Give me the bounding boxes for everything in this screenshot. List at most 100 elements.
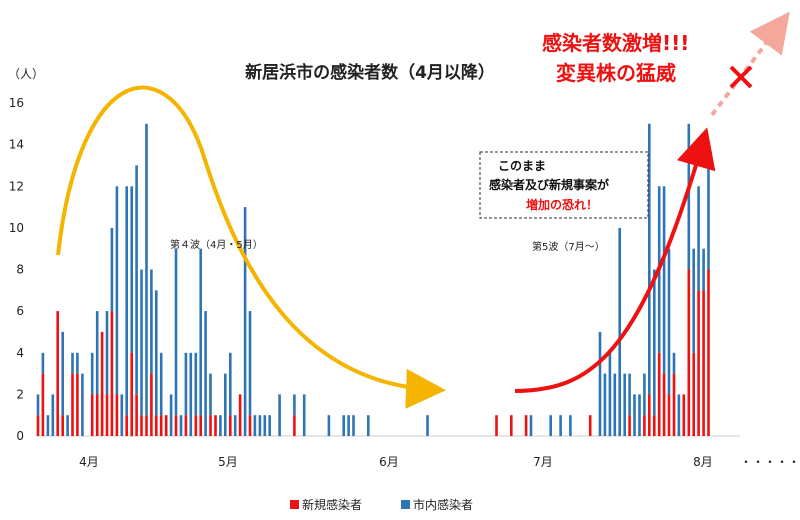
note-line2: 感染者及び新規事案が [489,177,609,192]
legend-swatch-city [401,500,410,509]
bar-city-4/25 [155,290,158,416]
y-tick-label: 16 [9,96,24,110]
bar-city-8/14 [702,248,705,291]
bar-new-4/13 [95,394,99,436]
x-tick-label: 8月 [693,455,713,469]
x-tick-label: 7月 [533,455,553,469]
bar-city-7/10 [529,415,533,436]
bar-new-8/4 [653,415,656,436]
bar-city-8/13 [697,186,700,291]
bar-new-4/23 [145,415,148,436]
bar-city-7/14 [549,415,552,436]
bar-city-4/15 [105,311,109,395]
projection-arrow [710,11,790,117]
bar-city-6/3 [347,415,350,436]
x-axis-trailing: ・・・・・ [740,455,800,469]
y-tick-label: 8 [16,263,24,277]
bar-new-4/6 [61,415,64,436]
bar-city-4/10 [81,373,84,436]
bar-city-8/9 [677,394,681,436]
bar-city-4/29 [174,248,178,416]
bar-new-4/21 [135,394,138,436]
bar-city-7/18 [569,415,572,436]
bar-city-4/2 [41,352,45,374]
bar-new-5/14 [248,415,252,436]
bar-city-6/4 [352,415,355,436]
bar-city-5/17 [263,415,267,436]
bar-city-7/25 [603,373,607,436]
bar-city-5/1 [184,352,188,416]
bar-city-4/16 [110,227,114,312]
bar-new-4/8 [71,373,74,436]
bar-city-4/3 [46,415,50,436]
bar-city-5/18 [268,415,271,436]
bar-city-6/19 [426,415,429,436]
bar-new-8/15 [707,269,710,436]
wave5-curve [514,127,716,393]
bar-new-5/1 [184,415,188,436]
bar-new-8/11 [687,269,691,436]
bar-new-8/3 [648,394,651,436]
bar-new-5/7 [214,415,217,436]
bar-city-4/9 [76,352,79,374]
bar-new-4/27 [164,415,168,436]
bars [36,123,710,437]
bar-new-8/7 [667,394,671,436]
bar-new-4/14 [100,331,104,436]
bar-new-4/2 [41,373,45,436]
bar-city-5/6 [209,373,212,416]
bar-city-8/12 [692,248,695,353]
bar-city-4/26 [159,352,163,416]
bar-new-7/9 [524,415,528,436]
bar-city-5/15 [253,415,257,436]
bar-city-4/12 [90,352,94,395]
bar-city-6/7 [367,415,370,436]
bar-city-7/31 [633,394,636,436]
legend-swatch-new [290,500,299,509]
bar-new-8/6 [662,373,666,436]
bar-new-4/17 [115,394,119,436]
bar-city-7/16 [559,415,562,436]
bar-city-5/13 [243,207,247,436]
bar-new-8/5 [657,352,661,437]
wave4-label: 第４波（4月・5月） [170,238,263,251]
bar-new-5/3 [194,415,198,436]
bar-city-7/28 [618,227,621,436]
bar-city-4/20 [130,186,133,353]
bar-city-4/8 [71,352,74,374]
bar-city-5/20 [278,394,281,436]
y-tick-label: 2 [16,387,24,401]
note-line3: 増加の恐れ！ [526,197,598,212]
bar-new-7/3 [495,415,498,436]
bar-new-5/23 [293,415,296,436]
bar-city-8/7 [667,248,671,395]
bar-city-4/28 [169,394,173,436]
y-axis: 0 2 4 6 8 10 12 14 16 [9,96,740,443]
bar-city-4/21 [135,165,138,395]
bar-city-4/23 [145,123,148,416]
bar-new-8/12 [692,352,695,437]
bar-new-8/13 [697,290,700,436]
legend-label-new: 新規感染者 [302,497,362,512]
bar-city-5/30 [327,415,331,436]
bar-city-4/4 [51,394,55,436]
wave5-label: 第5波（7月～） [532,240,605,253]
bar-city-6/2 [342,415,345,436]
y-tick-label: 14 [9,138,24,152]
bar-new-4/1 [36,415,40,436]
bar-new-7/6 [510,415,513,436]
y-tick-label: 4 [16,346,24,360]
bar-city-5/4 [199,248,202,416]
bar-new-4/25 [155,415,158,436]
bar-city-4/13 [95,311,99,395]
bar-city-5/14 [248,311,252,416]
x-axis: 4月 5月 6月 7月 8月 [79,455,713,469]
bar-new-4/12 [90,394,94,436]
alert-line1: 感染者数激増!!! [542,31,689,55]
bar-city-4/24 [150,269,153,374]
bar-new-4/20 [130,352,133,437]
bar-city-5/10 [229,352,232,416]
x-tick-label: 6月 [379,455,399,469]
y-axis-label: （人） [8,67,44,81]
